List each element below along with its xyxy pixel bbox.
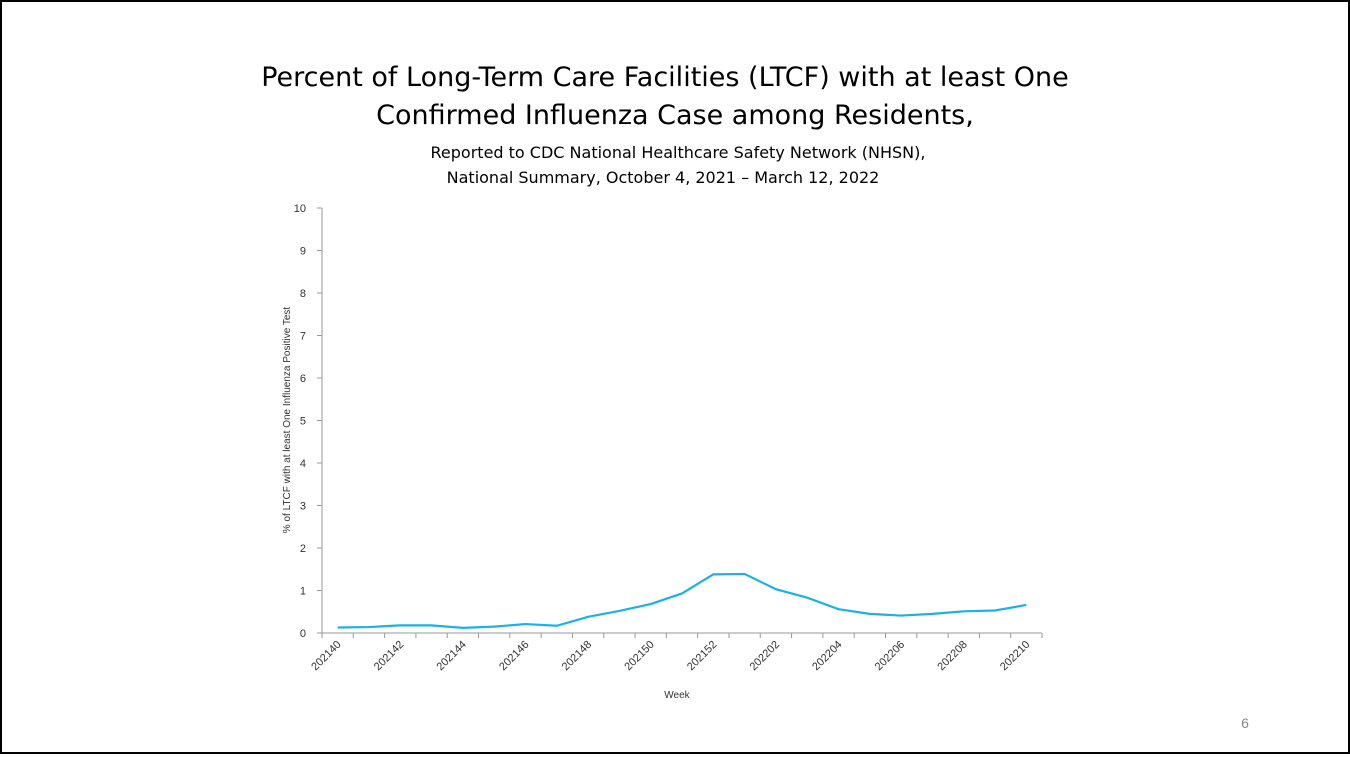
- y-tick-label: 8: [300, 288, 306, 300]
- y-tick-label: 4: [300, 458, 306, 470]
- y-tick-label: 7: [300, 331, 306, 343]
- y-tick-label: 9: [300, 246, 306, 258]
- chart-subtitle: National Summary, October 4, 2021 – Marc…: [447, 168, 880, 187]
- chart-title: Confirmed Influenza Case among Residents…: [376, 100, 974, 131]
- y-tick-label: 2: [300, 543, 306, 555]
- y-tick-label: 10: [294, 203, 306, 215]
- y-axis-label: % of LTCF with at least One Influenza Po…: [282, 307, 293, 534]
- x-axis-label: Week: [664, 690, 690, 701]
- y-tick-label: 5: [300, 416, 306, 428]
- chart-subtitle: Reported to CDC National Healthcare Safe…: [431, 143, 926, 162]
- y-tick-label: 3: [300, 501, 306, 513]
- y-tick-label: 6: [300, 373, 306, 385]
- page-number: 6: [1241, 715, 1249, 731]
- data-line: [337, 572, 1027, 630]
- y-tick-label: 0: [300, 628, 306, 640]
- y-tick-label: 1: [300, 586, 306, 598]
- chart-title: Percent of Long-Term Care Facilities (LT…: [261, 62, 1069, 93]
